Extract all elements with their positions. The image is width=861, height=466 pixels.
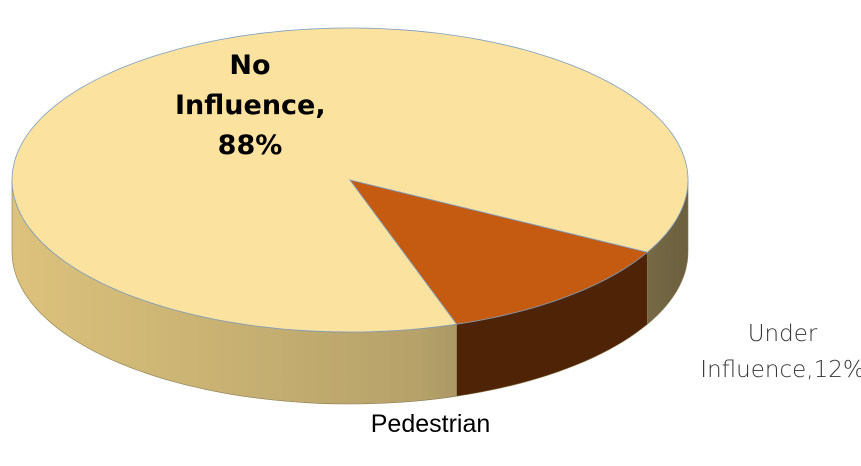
- slice-value-label: 12%: [813, 357, 861, 383]
- slice-value-label: 88%: [217, 130, 283, 161]
- slice-label: Under Influence,12%: [700, 316, 861, 388]
- slice-label: No Influence, 88%: [175, 46, 326, 166]
- slice-category: No Influence,: [175, 50, 326, 121]
- chart-title: Pedestrian: [370, 410, 491, 438]
- pie: [11, 27, 689, 405]
- slice-category: Under Influence,: [700, 321, 818, 383]
- slice: [349, 179, 649, 325]
